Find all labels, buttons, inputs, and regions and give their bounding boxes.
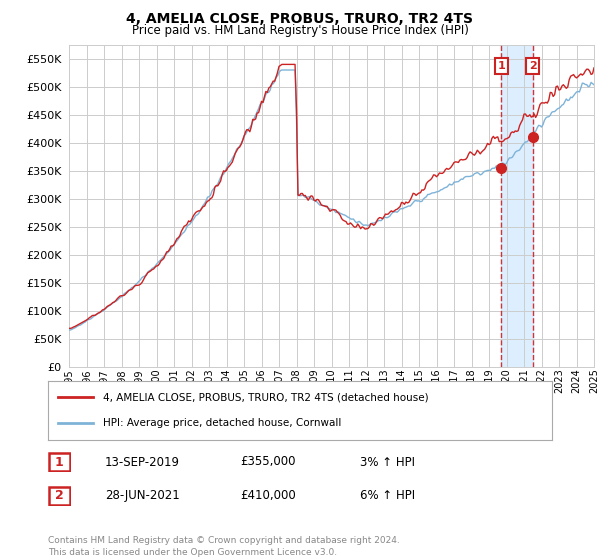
Text: Contains HM Land Registry data © Crown copyright and database right 2024.
This d: Contains HM Land Registry data © Crown c… xyxy=(48,536,400,557)
Text: HPI: Average price, detached house, Cornwall: HPI: Average price, detached house, Corn… xyxy=(103,418,342,428)
FancyBboxPatch shape xyxy=(49,487,70,505)
FancyBboxPatch shape xyxy=(49,453,70,471)
Text: 13-SEP-2019: 13-SEP-2019 xyxy=(105,455,180,469)
Text: 3% ↑ HPI: 3% ↑ HPI xyxy=(360,455,415,469)
Text: £410,000: £410,000 xyxy=(240,489,296,502)
Bar xyxy=(502,45,533,367)
Text: £355,000: £355,000 xyxy=(240,455,296,469)
Text: Price paid vs. HM Land Registry's House Price Index (HPI): Price paid vs. HM Land Registry's House … xyxy=(131,24,469,36)
Text: 6% ↑ HPI: 6% ↑ HPI xyxy=(360,489,415,502)
Text: 2: 2 xyxy=(55,489,64,502)
Text: 4, AMELIA CLOSE, PROBUS, TRURO, TR2 4TS: 4, AMELIA CLOSE, PROBUS, TRURO, TR2 4TS xyxy=(127,12,473,26)
Text: 1: 1 xyxy=(55,455,64,469)
Text: 2: 2 xyxy=(529,60,536,71)
Text: 28-JUN-2021: 28-JUN-2021 xyxy=(105,489,180,502)
Text: 4, AMELIA CLOSE, PROBUS, TRURO, TR2 4TS (detached house): 4, AMELIA CLOSE, PROBUS, TRURO, TR2 4TS … xyxy=(103,392,429,402)
Text: 1: 1 xyxy=(497,60,505,71)
